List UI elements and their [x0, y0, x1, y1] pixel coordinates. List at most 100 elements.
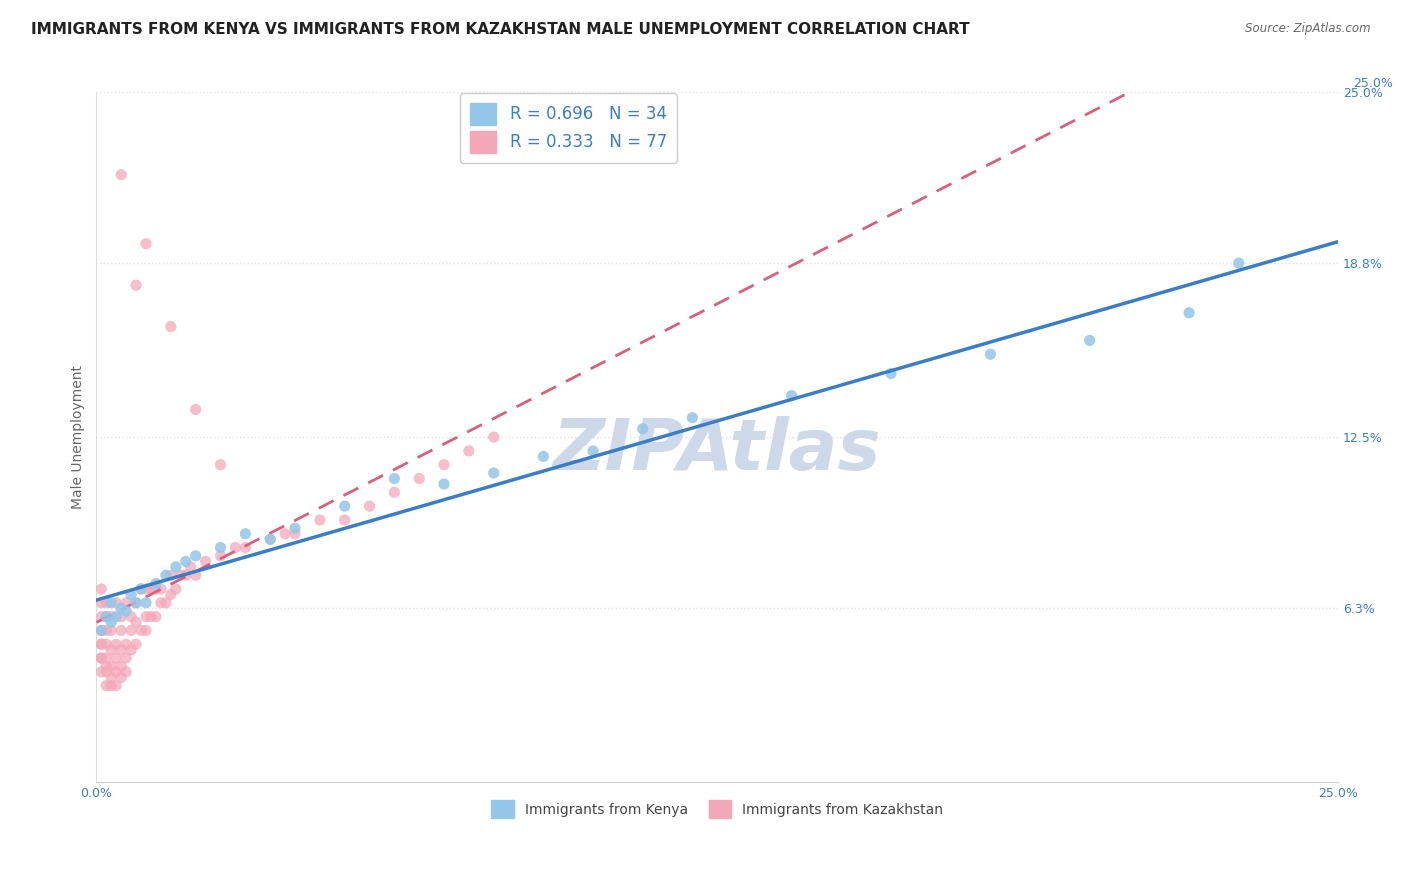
Point	[145, 576, 167, 591]
Point	[115, 596, 138, 610]
Point	[149, 596, 172, 610]
Point	[100, 596, 122, 610]
Point	[235, 541, 257, 555]
Point	[96, 679, 118, 693]
Point	[129, 624, 152, 638]
Point	[135, 609, 157, 624]
Point	[90, 665, 112, 679]
Point	[382, 471, 405, 485]
Point	[100, 659, 122, 673]
Point	[110, 670, 132, 684]
Point	[110, 659, 132, 673]
Point	[129, 582, 152, 596]
Point	[780, 389, 803, 403]
Point	[681, 410, 703, 425]
Point	[100, 670, 122, 684]
Point	[433, 458, 456, 472]
Point	[184, 549, 207, 563]
Text: 25.0%: 25.0%	[1353, 78, 1393, 90]
Point	[1227, 256, 1250, 270]
Point	[209, 549, 232, 563]
Point	[160, 319, 183, 334]
Point	[209, 458, 232, 472]
Point	[979, 347, 1001, 361]
Text: ZIPAtlas: ZIPAtlas	[553, 417, 882, 485]
Point	[284, 521, 307, 535]
Point	[155, 596, 177, 610]
Point	[139, 609, 162, 624]
Point	[408, 471, 430, 485]
Point	[96, 665, 118, 679]
Point	[284, 526, 307, 541]
Point	[96, 637, 118, 651]
Point	[482, 466, 505, 480]
Point	[149, 582, 172, 596]
Point	[110, 601, 132, 615]
Point	[105, 637, 128, 651]
Text: Source: ZipAtlas.com: Source: ZipAtlas.com	[1246, 22, 1371, 36]
Point	[90, 651, 112, 665]
Point	[96, 609, 118, 624]
Point	[120, 642, 142, 657]
Point	[433, 477, 456, 491]
Point	[110, 642, 132, 657]
Point	[457, 443, 479, 458]
Point	[125, 596, 148, 610]
Point	[174, 568, 197, 582]
Point	[135, 582, 157, 596]
Point	[90, 624, 112, 638]
Point	[1178, 306, 1201, 320]
Point	[209, 541, 232, 555]
Point	[259, 533, 281, 547]
Point	[105, 665, 128, 679]
Point	[135, 236, 157, 251]
Point	[125, 637, 148, 651]
Point	[170, 568, 193, 582]
Point	[135, 624, 157, 638]
Point	[359, 499, 381, 513]
Point	[120, 588, 142, 602]
Point	[105, 596, 128, 610]
Point	[110, 609, 132, 624]
Point	[125, 615, 148, 629]
Point	[100, 624, 122, 638]
Point	[235, 526, 257, 541]
Point	[90, 582, 112, 596]
Point	[90, 637, 112, 651]
Point	[115, 665, 138, 679]
Point	[90, 596, 112, 610]
Point	[1078, 334, 1101, 348]
Point	[145, 582, 167, 596]
Point	[115, 651, 138, 665]
Point	[125, 278, 148, 293]
Point	[100, 679, 122, 693]
Point	[174, 554, 197, 568]
Point	[165, 582, 187, 596]
Legend: Immigrants from Kenya, Immigrants from Kazakhstan: Immigrants from Kenya, Immigrants from K…	[486, 795, 949, 823]
Point	[125, 596, 148, 610]
Point	[105, 679, 128, 693]
Point	[582, 443, 605, 458]
Point	[120, 609, 142, 624]
Point	[105, 651, 128, 665]
Point	[160, 588, 183, 602]
Point	[145, 609, 167, 624]
Point	[105, 609, 128, 624]
Point	[880, 367, 903, 381]
Point	[184, 402, 207, 417]
Point	[96, 609, 118, 624]
Point	[96, 624, 118, 638]
Point	[135, 596, 157, 610]
Point	[139, 582, 162, 596]
Point	[100, 615, 122, 629]
Point	[100, 642, 122, 657]
Point	[165, 560, 187, 574]
Point	[115, 604, 138, 618]
Point	[100, 609, 122, 624]
Point	[90, 624, 112, 638]
Point	[96, 596, 118, 610]
Point	[129, 582, 152, 596]
Point	[90, 609, 112, 624]
Point	[184, 568, 207, 582]
Point	[333, 499, 356, 513]
